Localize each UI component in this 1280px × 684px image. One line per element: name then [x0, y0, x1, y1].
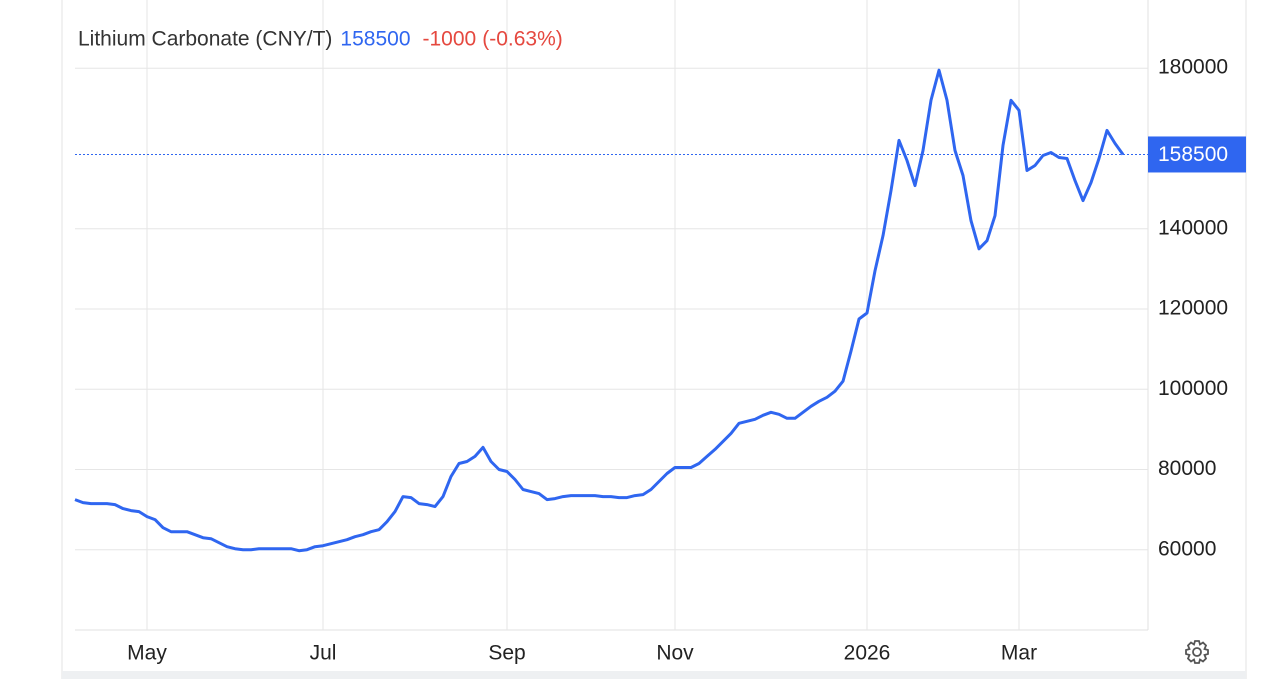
chart-title: Lithium Carbonate (CNY/T)	[78, 28, 332, 51]
marks	[74, 68, 1148, 553]
y-tick-label: 120000	[1158, 297, 1228, 320]
x-tick-label: May	[127, 642, 167, 665]
last-price-box	[1148, 136, 1246, 173]
y-tick-label: 100000	[1158, 377, 1228, 400]
y-tick-label: 80000	[1158, 457, 1216, 480]
x-tick-label: Mar	[1001, 642, 1037, 665]
header-change: -1000	[423, 28, 477, 51]
price-line	[74, 68, 1125, 553]
x-tick-label: Nov	[656, 642, 694, 665]
y-tick-label: 180000	[1158, 56, 1228, 79]
y-tick-label: 140000	[1158, 216, 1228, 239]
y-tick-label: 60000	[1158, 537, 1216, 560]
x-tick-label: Sep	[488, 642, 525, 665]
header-price: 158500	[340, 28, 410, 51]
header-change-percent: (-0.63%)	[482, 28, 563, 51]
bottom-strip	[62, 671, 1246, 679]
settings-icon[interactable]	[1185, 640, 1209, 664]
last-price-label: 158500	[1158, 143, 1228, 166]
grid	[75, 0, 1148, 630]
x-tick-label: Jul	[310, 642, 337, 665]
x-tick-label: 2026	[844, 642, 891, 665]
